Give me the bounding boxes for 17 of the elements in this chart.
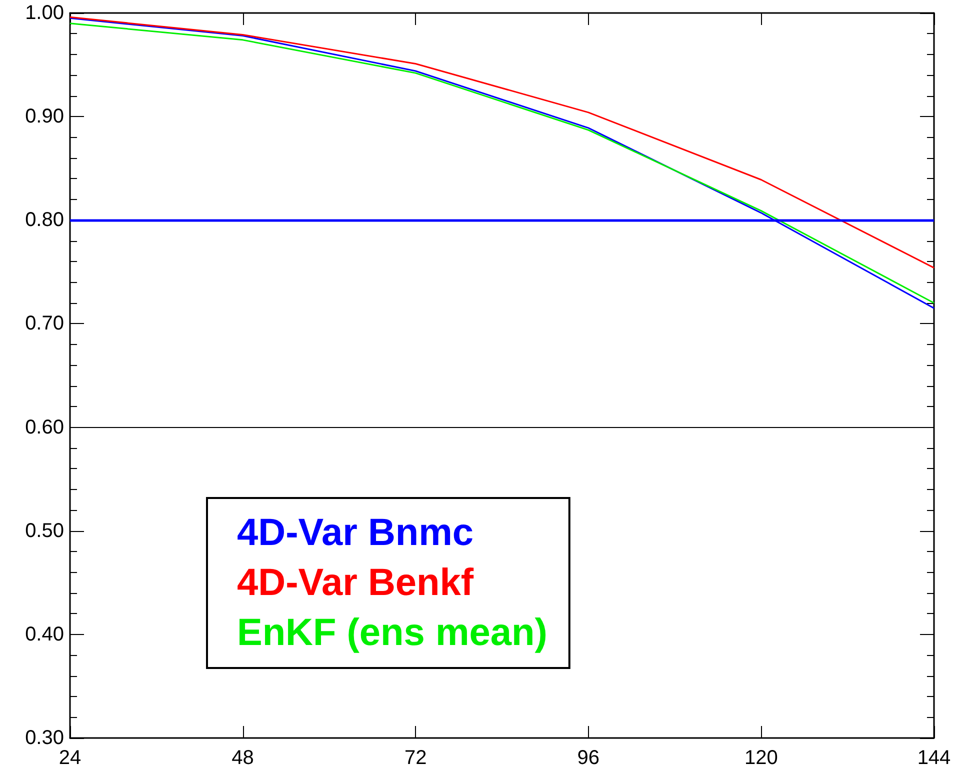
text: EnKF (ens mean) (237, 612, 548, 654)
y-tick-label: 1.00 (25, 2, 64, 24)
y-tick-label: 0.60 (25, 416, 64, 438)
x-tick-label: 120 (744, 747, 778, 769)
x-tick-label: 96 (577, 747, 600, 769)
text: 4D-Var Bnmc (237, 512, 474, 554)
y-tick-label: 0.90 (25, 106, 64, 128)
x-tick-label: 72 (404, 747, 427, 769)
y-tick-label: 0.30 (25, 727, 64, 749)
y-tick-label: 0.50 (25, 520, 64, 542)
x-tick-label: 144 (917, 747, 951, 769)
y-tick-label: 0.70 (25, 312, 64, 335)
y-tick-label: 0.40 (25, 623, 64, 646)
x-tick-label: 48 (232, 747, 254, 769)
text: 4D-Var Benkf (237, 562, 474, 604)
x-tick-label: 24 (58, 747, 82, 769)
y-tick-label: 0.80 (25, 209, 64, 232)
